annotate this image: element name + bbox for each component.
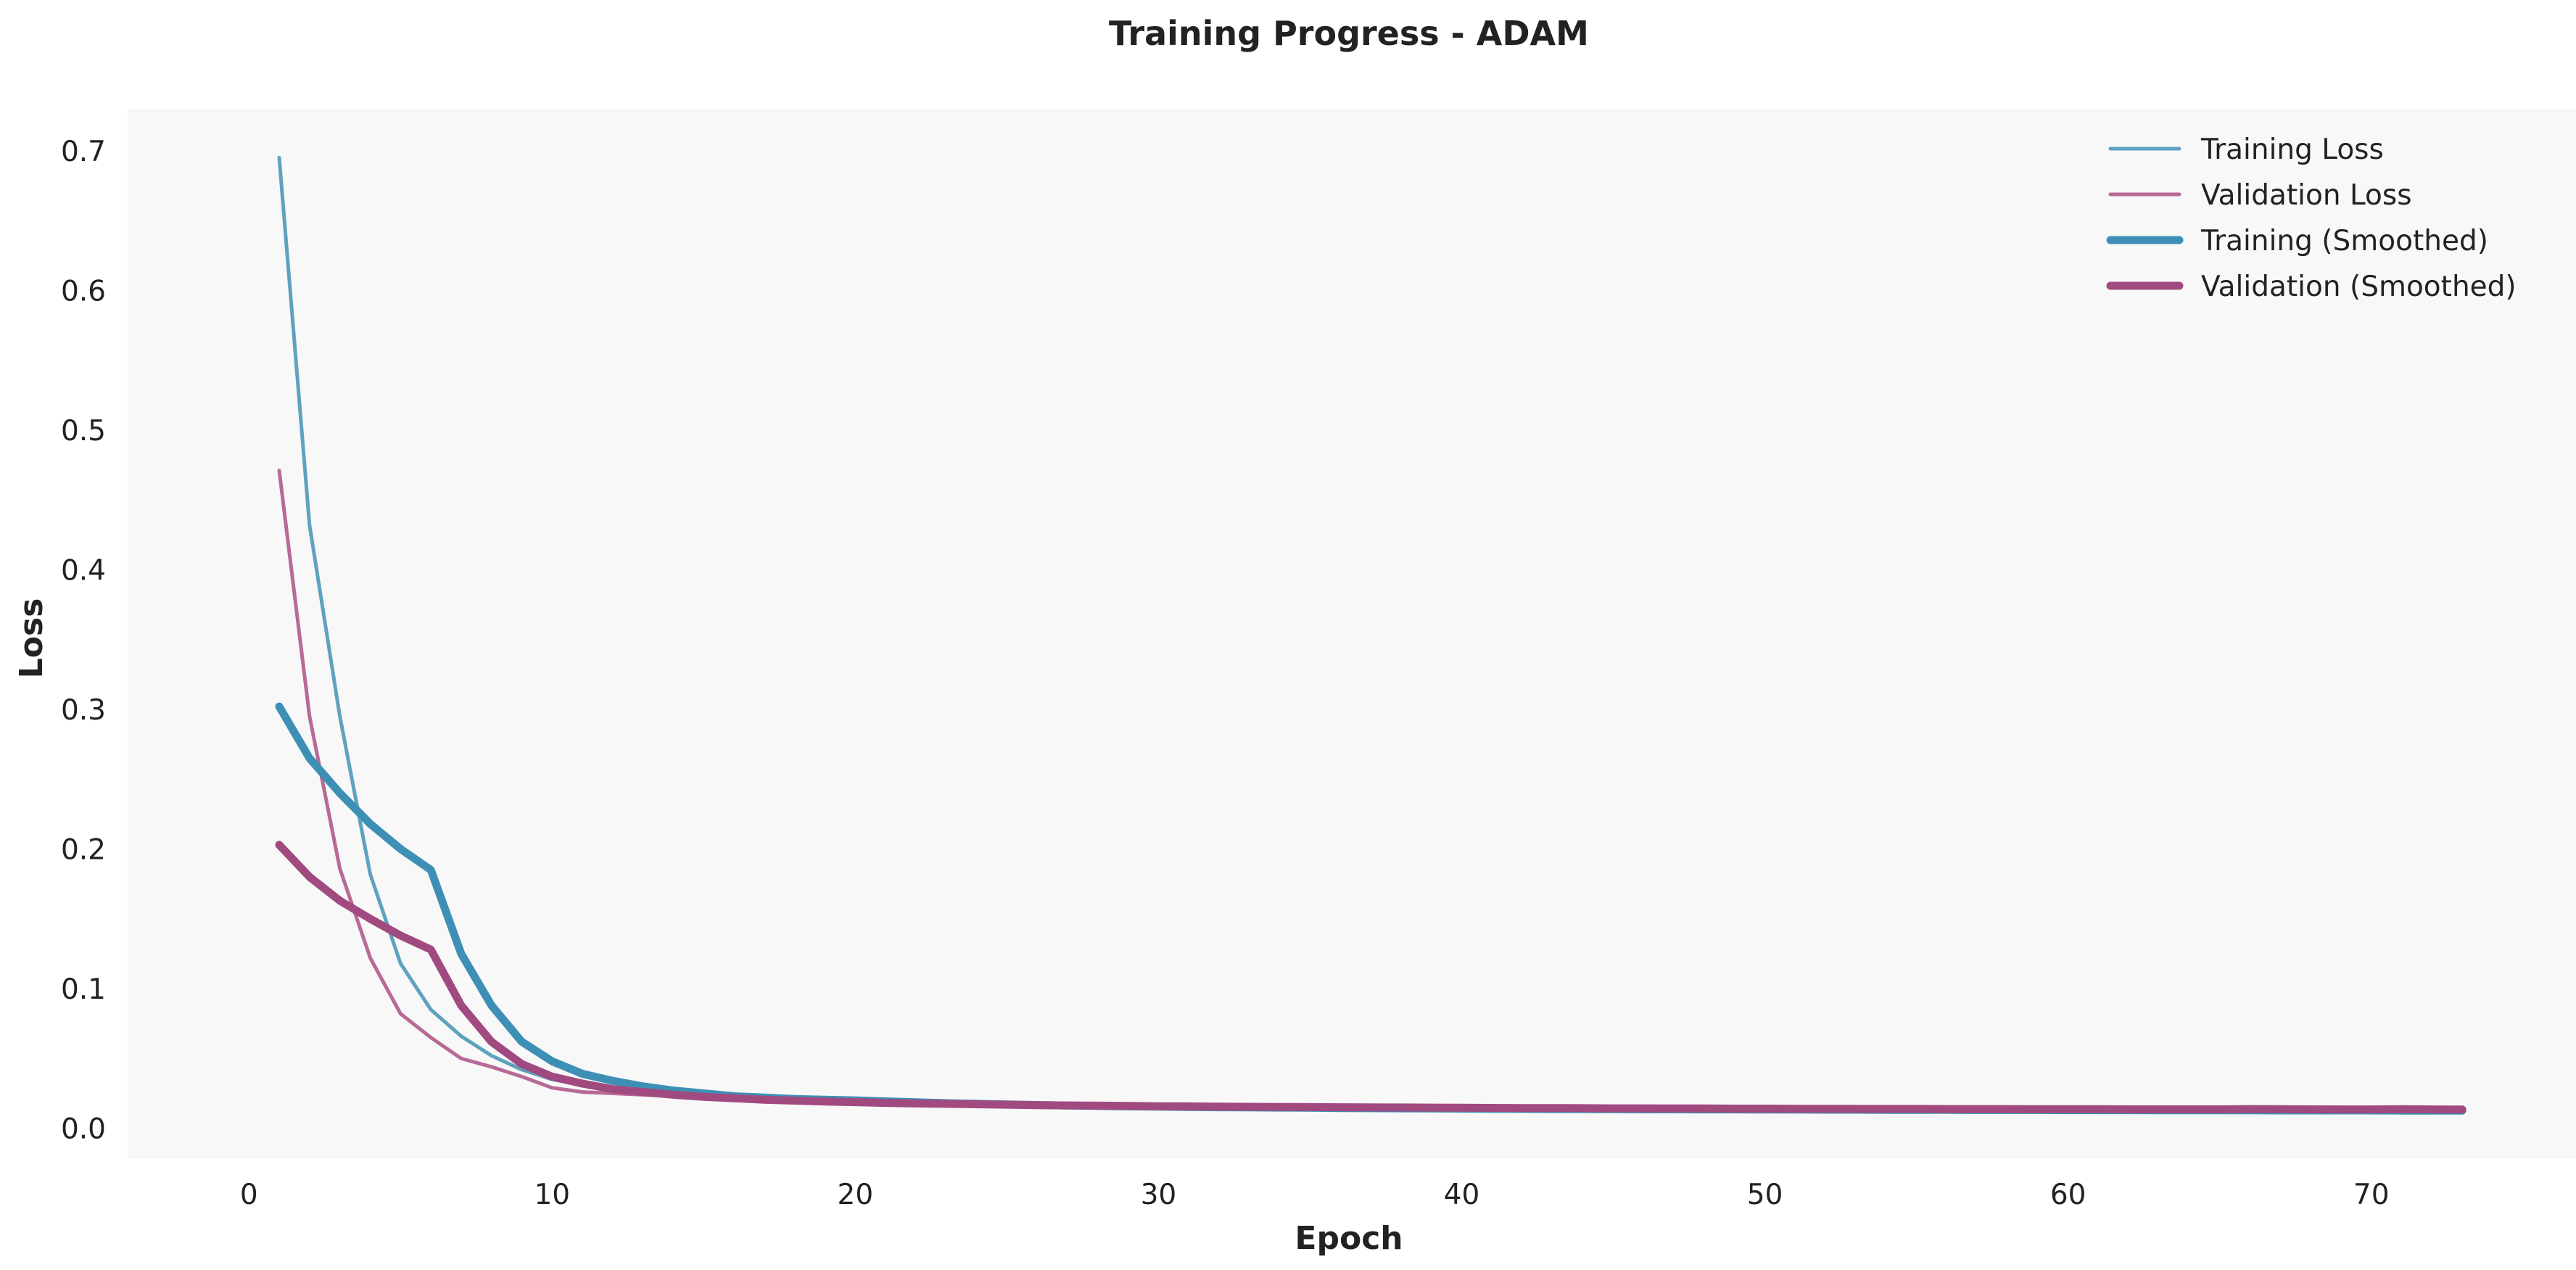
- legend-label: Training Loss: [2200, 133, 2384, 166]
- x-tick-label: 60: [2050, 1179, 2086, 1211]
- legend: Training Loss Validation Loss Training (Sm…: [2106, 133, 2517, 303]
- legend-label: Validation Loss: [2201, 179, 2412, 212]
- y-tick-label: 0.6: [61, 275, 106, 308]
- y-axis-label: Loss: [13, 598, 50, 679]
- y-tick-label: 0.3: [61, 694, 106, 727]
- y-axis-ticks: 0.0 0.1 0.2 0.3 0.4 0.5 0.6 0.7: [61, 136, 106, 1146]
- legend-label: Training (Smoothed): [2200, 225, 2488, 257]
- series-lines: [275, 155, 2466, 1115]
- y-tick-label: 0.0: [61, 1113, 106, 1146]
- x-axis-ticks: 0 10 20 30 40 50 60 70: [240, 1179, 2390, 1211]
- y-tick-label: 0.7: [61, 136, 106, 168]
- x-tick-label: 20: [838, 1179, 874, 1211]
- x-tick-label: 50: [1747, 1179, 1783, 1211]
- y-tick-label: 0.2: [61, 834, 106, 867]
- x-tick-label: 70: [2353, 1179, 2390, 1211]
- x-tick-label: 40: [1444, 1179, 1480, 1211]
- x-tick-label: 0: [240, 1179, 258, 1211]
- x-tick-label: 30: [1141, 1179, 1177, 1211]
- x-axis-label: Epoch: [1295, 1220, 1403, 1257]
- y-tick-label: 0.5: [61, 415, 106, 448]
- chart-title: Training Progress - ADAM: [1109, 14, 1589, 53]
- x-tick-label: 10: [534, 1179, 570, 1211]
- y-tick-label: 0.1: [61, 973, 106, 1006]
- plot-area: [128, 109, 2576, 1159]
- legend-label: Validation (Smoothed): [2201, 271, 2517, 303]
- y-tick-label: 0.4: [61, 554, 106, 587]
- series-line-validation-smoothed: [275, 841, 2466, 1114]
